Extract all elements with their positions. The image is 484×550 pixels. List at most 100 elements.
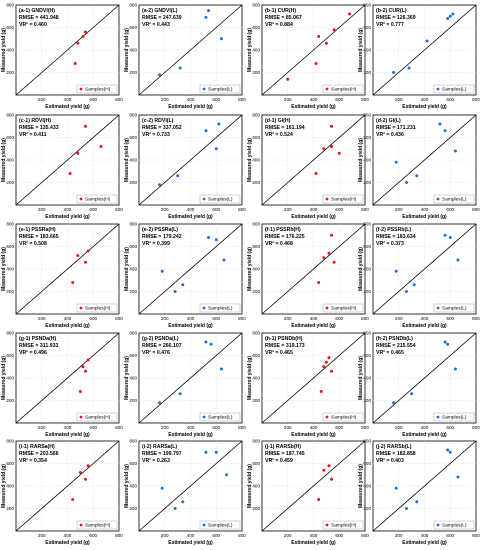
y-tick-label: 400	[252, 376, 260, 381]
vr2-label: VR² = 0.436	[376, 132, 404, 138]
x-tick-label: 200	[38, 207, 46, 212]
vr2-label: VR² = 0.263	[142, 458, 170, 464]
y-axis-label: Measured yield (g)	[124, 138, 130, 182]
data-point	[443, 340, 447, 344]
y-tick-label: 800	[363, 222, 371, 227]
data-point	[446, 17, 450, 20]
data-point	[81, 35, 85, 38]
data-point	[412, 283, 416, 287]
vr2-label: VR² = 0.465	[376, 350, 404, 356]
vr2-label: VR² = 0.777	[376, 22, 404, 28]
data-point	[73, 62, 77, 65]
y-tick-label: 600	[252, 25, 260, 30]
legend-label: Samples(L)	[442, 306, 467, 312]
x-tick-label: 600	[335, 97, 343, 102]
data-point	[415, 174, 419, 178]
x-axis-label: Estimated yield (g)	[402, 432, 447, 438]
x-axis-label: Estimated yield (g)	[168, 104, 213, 110]
y-axis-label: Measured yield (g)	[1, 28, 7, 72]
y-tick-label: 400	[252, 267, 260, 272]
y-tick-label: 400	[363, 267, 371, 272]
x-tick-label: 400	[64, 207, 72, 212]
x-tick-label: 800	[472, 425, 480, 430]
x-tick-label: 200	[284, 425, 292, 430]
vr2-label: VR² = 0.524	[265, 132, 293, 138]
vr2-label: VR² = 0.460	[19, 22, 47, 28]
x-tick-label: 200	[395, 207, 403, 212]
data-point	[78, 471, 82, 474]
data-point	[314, 62, 318, 65]
x-tick-label: 600	[212, 316, 220, 321]
data-point	[317, 35, 321, 38]
x-tick-label: 400	[187, 97, 195, 102]
x-tick-label: 400	[187, 425, 195, 430]
subplot: 200 200 400 400 600 600 800 800 Estimated yield …	[358, 113, 480, 220]
rmse-label: RMSE = 126.369	[376, 15, 416, 21]
subplot-title: (c-1) RDVI(H)	[19, 118, 51, 124]
y-tick-label: 400	[6, 484, 14, 489]
data-point	[332, 260, 336, 264]
legend-marker	[79, 306, 83, 310]
x-tick-label: 200	[38, 97, 46, 102]
one-to-one-line	[15, 440, 120, 532]
data-point	[204, 450, 208, 454]
y-tick-label: 400	[252, 484, 260, 489]
y-axis-label: Measured yield (g)	[358, 247, 364, 291]
rmse-label: RMSE = 187.745	[265, 451, 305, 457]
legend-label: Samples(H)	[331, 523, 357, 529]
vr2-label: VR² = 0.443	[142, 22, 170, 28]
legend-label: Samples(H)	[85, 197, 111, 203]
data-point	[330, 145, 334, 148]
subplot-title: (d-1) GI(H)	[265, 118, 291, 124]
x-tick-label: 400	[421, 533, 429, 538]
data-point	[84, 260, 88, 264]
subplot: 200 200 400 400 600 600 800 800 Estimated yield …	[1, 113, 123, 220]
y-tick-label: 400	[363, 48, 371, 53]
data-point	[204, 15, 208, 19]
legend-box	[433, 412, 475, 422]
one-to-one-line	[138, 440, 243, 532]
y-tick-label: 400	[363, 158, 371, 163]
x-axis-label: Estimated yield (g)	[402, 104, 447, 110]
y-tick-label: 800	[129, 439, 137, 444]
y-axis-label: Measured yield (g)	[247, 356, 253, 400]
legend-label: Samples(H)	[85, 523, 111, 529]
x-axis-label: Estimated yield (g)	[168, 540, 213, 546]
x-axis-label: Estimated yield (g)	[45, 432, 90, 438]
data-point	[84, 30, 88, 34]
data-point	[317, 498, 321, 501]
x-tick-label: 600	[446, 97, 454, 102]
data-point	[453, 367, 457, 371]
y-tick-label: 800	[363, 113, 371, 118]
y-tick-label: 800	[6, 439, 14, 444]
subplot: 200 200 400 400 600 600 800 800 Estimated yield …	[124, 439, 246, 546]
vr2-label: VR² = 0.399	[142, 241, 170, 247]
rmse-label: RMSE = 247.639	[142, 15, 182, 21]
legend-box	[322, 412, 364, 422]
x-tick-label: 800	[361, 533, 369, 538]
y-tick-label: 600	[129, 135, 137, 140]
y-tick-label: 600	[129, 353, 137, 358]
y-axis-label: Measured yield (g)	[358, 138, 364, 182]
subplot: 200 200 400 400 600 600 800 800 Estimated yield …	[124, 222, 246, 329]
rmse-label: RMSE = 183.665	[19, 234, 59, 240]
x-tick-label: 800	[115, 425, 123, 430]
data-point	[158, 73, 162, 77]
y-axis-label: Measured yield (g)	[247, 138, 253, 182]
x-tick-label: 800	[361, 425, 369, 430]
rmse-label: RMSE = 161.194	[265, 125, 305, 131]
y-tick-label: 200	[129, 70, 137, 75]
vr2-label: VR² = 0.508	[19, 241, 47, 247]
subplot-title: (i-2) RARSa(L)	[142, 444, 177, 450]
x-tick-label: 200	[395, 97, 403, 102]
subplot-title: (e-1) PSSRa(H)	[19, 227, 56, 233]
one-to-one-line	[372, 440, 477, 532]
data-point	[322, 468, 326, 472]
x-axis-label: Estimated yield (g)	[291, 104, 336, 110]
x-tick-label: 800	[472, 533, 480, 538]
legend-box	[322, 520, 364, 530]
legend-label: Samples(L)	[208, 523, 233, 529]
rmse-label: RMSE = 266.107	[142, 343, 182, 349]
x-tick-label: 600	[89, 97, 97, 102]
